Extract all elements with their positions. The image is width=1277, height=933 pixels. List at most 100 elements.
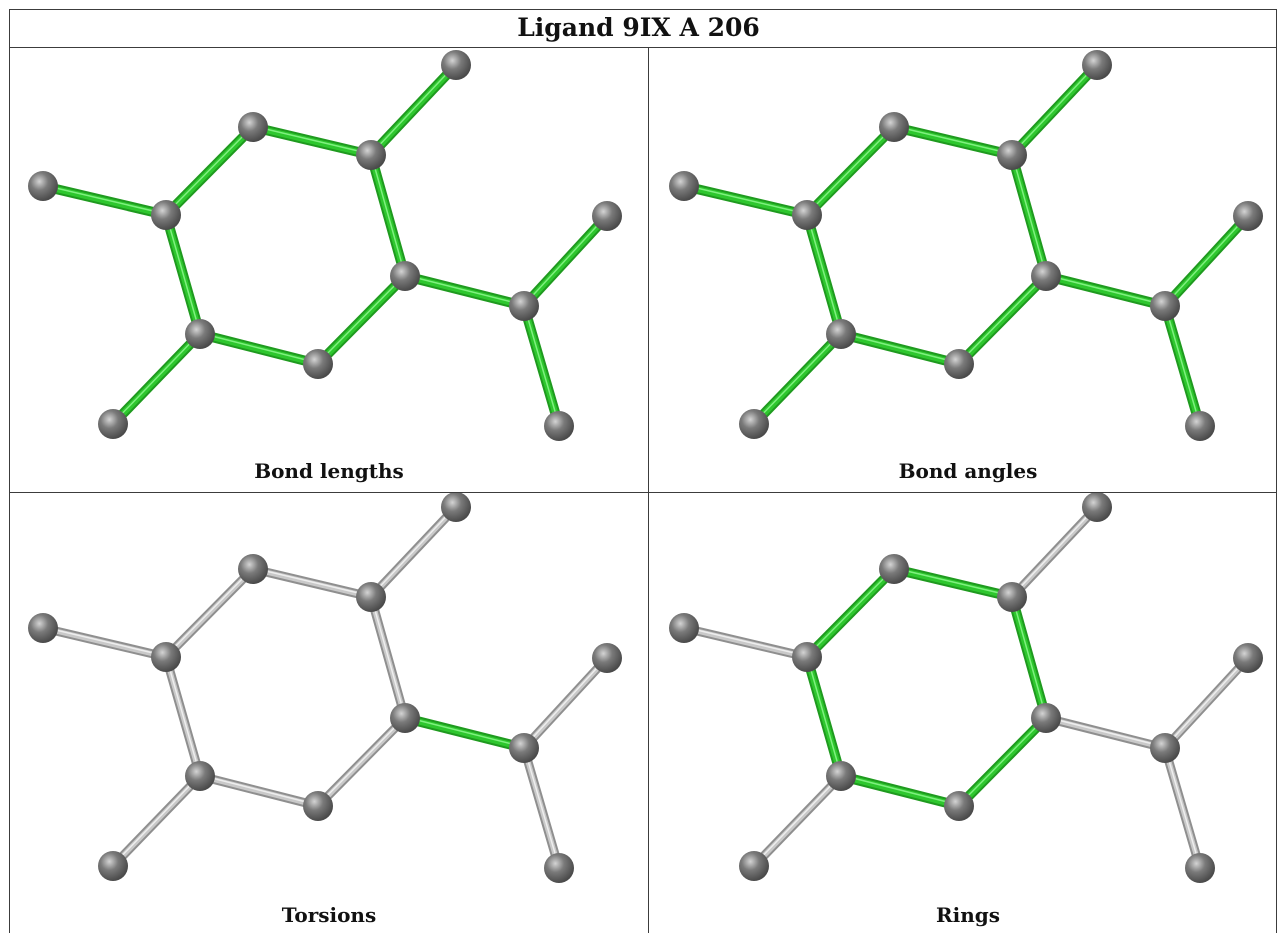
bond-10	[1160, 653, 1253, 753]
atom-4	[151, 642, 181, 672]
atom-10	[739, 851, 769, 881]
bond-0	[248, 564, 376, 602]
atom-2	[441, 50, 471, 80]
bond-6	[954, 271, 1051, 369]
atom-7	[509, 291, 539, 321]
bond-4	[1007, 150, 1051, 281]
atom-3	[28, 171, 58, 201]
title-divider	[9, 47, 1277, 48]
atom-3	[28, 613, 58, 643]
bond-3	[679, 181, 812, 220]
atom-11	[544, 411, 574, 441]
atom-1	[997, 582, 1027, 612]
bond-9	[400, 713, 529, 753]
bond-6	[954, 713, 1051, 811]
bond-8	[749, 771, 846, 871]
atom-1	[356, 582, 386, 612]
bond-9	[400, 271, 529, 311]
molecule-bond-lengths	[28, 50, 622, 441]
atom-2	[1082, 50, 1112, 80]
bond-2	[161, 564, 258, 662]
bond-0	[889, 122, 1017, 160]
bond-2	[802, 564, 899, 662]
bond-10	[1160, 211, 1253, 311]
bond-10	[519, 211, 612, 311]
bond-1	[366, 502, 461, 602]
bond-6	[313, 713, 410, 811]
caption-rings: Rings	[935, 903, 1000, 927]
bond-0	[889, 564, 1017, 602]
atom-1	[997, 140, 1027, 170]
bond-6	[313, 271, 410, 369]
panel-bond-angles: Bond angles	[649, 48, 1277, 488]
bond-1	[1007, 502, 1102, 602]
bond-9	[1041, 713, 1170, 753]
bond-4	[366, 150, 410, 281]
atom-9	[944, 791, 974, 821]
atom-5	[1031, 703, 1061, 733]
panel-torsions: Torsions	[10, 493, 648, 933]
bond-10	[519, 653, 612, 753]
bond-5	[802, 210, 846, 339]
caption-bond-lengths: Bond lengths	[254, 459, 404, 483]
atom-5	[390, 703, 420, 733]
atom-8	[826, 319, 856, 349]
bond-4	[366, 592, 410, 723]
atom-9	[303, 349, 333, 379]
atom-11	[1185, 853, 1215, 883]
bond-11	[519, 743, 564, 873]
caption-bond-angles: Bond angles	[898, 459, 1038, 483]
atom-0	[879, 112, 909, 142]
border-left	[9, 9, 10, 933]
atom-8	[826, 761, 856, 791]
border-top	[9, 9, 1277, 10]
bond-11	[519, 301, 564, 431]
atom-7	[1150, 291, 1180, 321]
bond-11	[1160, 743, 1205, 873]
atom-10	[98, 851, 128, 881]
bond-1	[1007, 60, 1102, 160]
bond-5	[802, 652, 846, 781]
bond-1	[366, 60, 461, 160]
atom-0	[879, 554, 909, 584]
bond-8	[749, 329, 846, 429]
bond-3	[679, 623, 812, 662]
molecule-bond-angles	[669, 50, 1263, 441]
atom-4	[792, 642, 822, 672]
atom-5	[390, 261, 420, 291]
atom-8	[185, 761, 215, 791]
bond-0	[248, 122, 376, 160]
atom-10	[739, 409, 769, 439]
bond-7	[195, 771, 323, 811]
bond-8	[108, 771, 205, 871]
atom-10	[98, 409, 128, 439]
bond-8	[108, 329, 205, 429]
atom-0	[238, 112, 268, 142]
bond-9	[1041, 271, 1170, 311]
panel-rings: Rings	[649, 493, 1277, 933]
caption-torsions: Torsions	[281, 903, 377, 927]
molecule-rings	[669, 493, 1263, 883]
atom-11	[1185, 411, 1215, 441]
bond-2	[161, 122, 258, 220]
ligand-title: Ligand 9IX A 206	[517, 13, 760, 42]
bond-11	[1160, 301, 1205, 431]
atom-3	[669, 613, 699, 643]
column-divider	[648, 47, 649, 933]
bond-3	[38, 623, 171, 662]
atom-8	[185, 319, 215, 349]
bond-3	[38, 181, 171, 220]
atom-6	[1233, 643, 1263, 673]
atom-4	[792, 200, 822, 230]
atom-6	[1233, 201, 1263, 231]
atom-2	[1082, 493, 1112, 522]
bond-7	[836, 771, 964, 811]
atom-6	[592, 201, 622, 231]
molecule-torsions	[28, 493, 622, 883]
atom-1	[356, 140, 386, 170]
bond-4	[1007, 592, 1051, 723]
atom-3	[669, 171, 699, 201]
atom-6	[592, 643, 622, 673]
bond-7	[195, 329, 323, 369]
